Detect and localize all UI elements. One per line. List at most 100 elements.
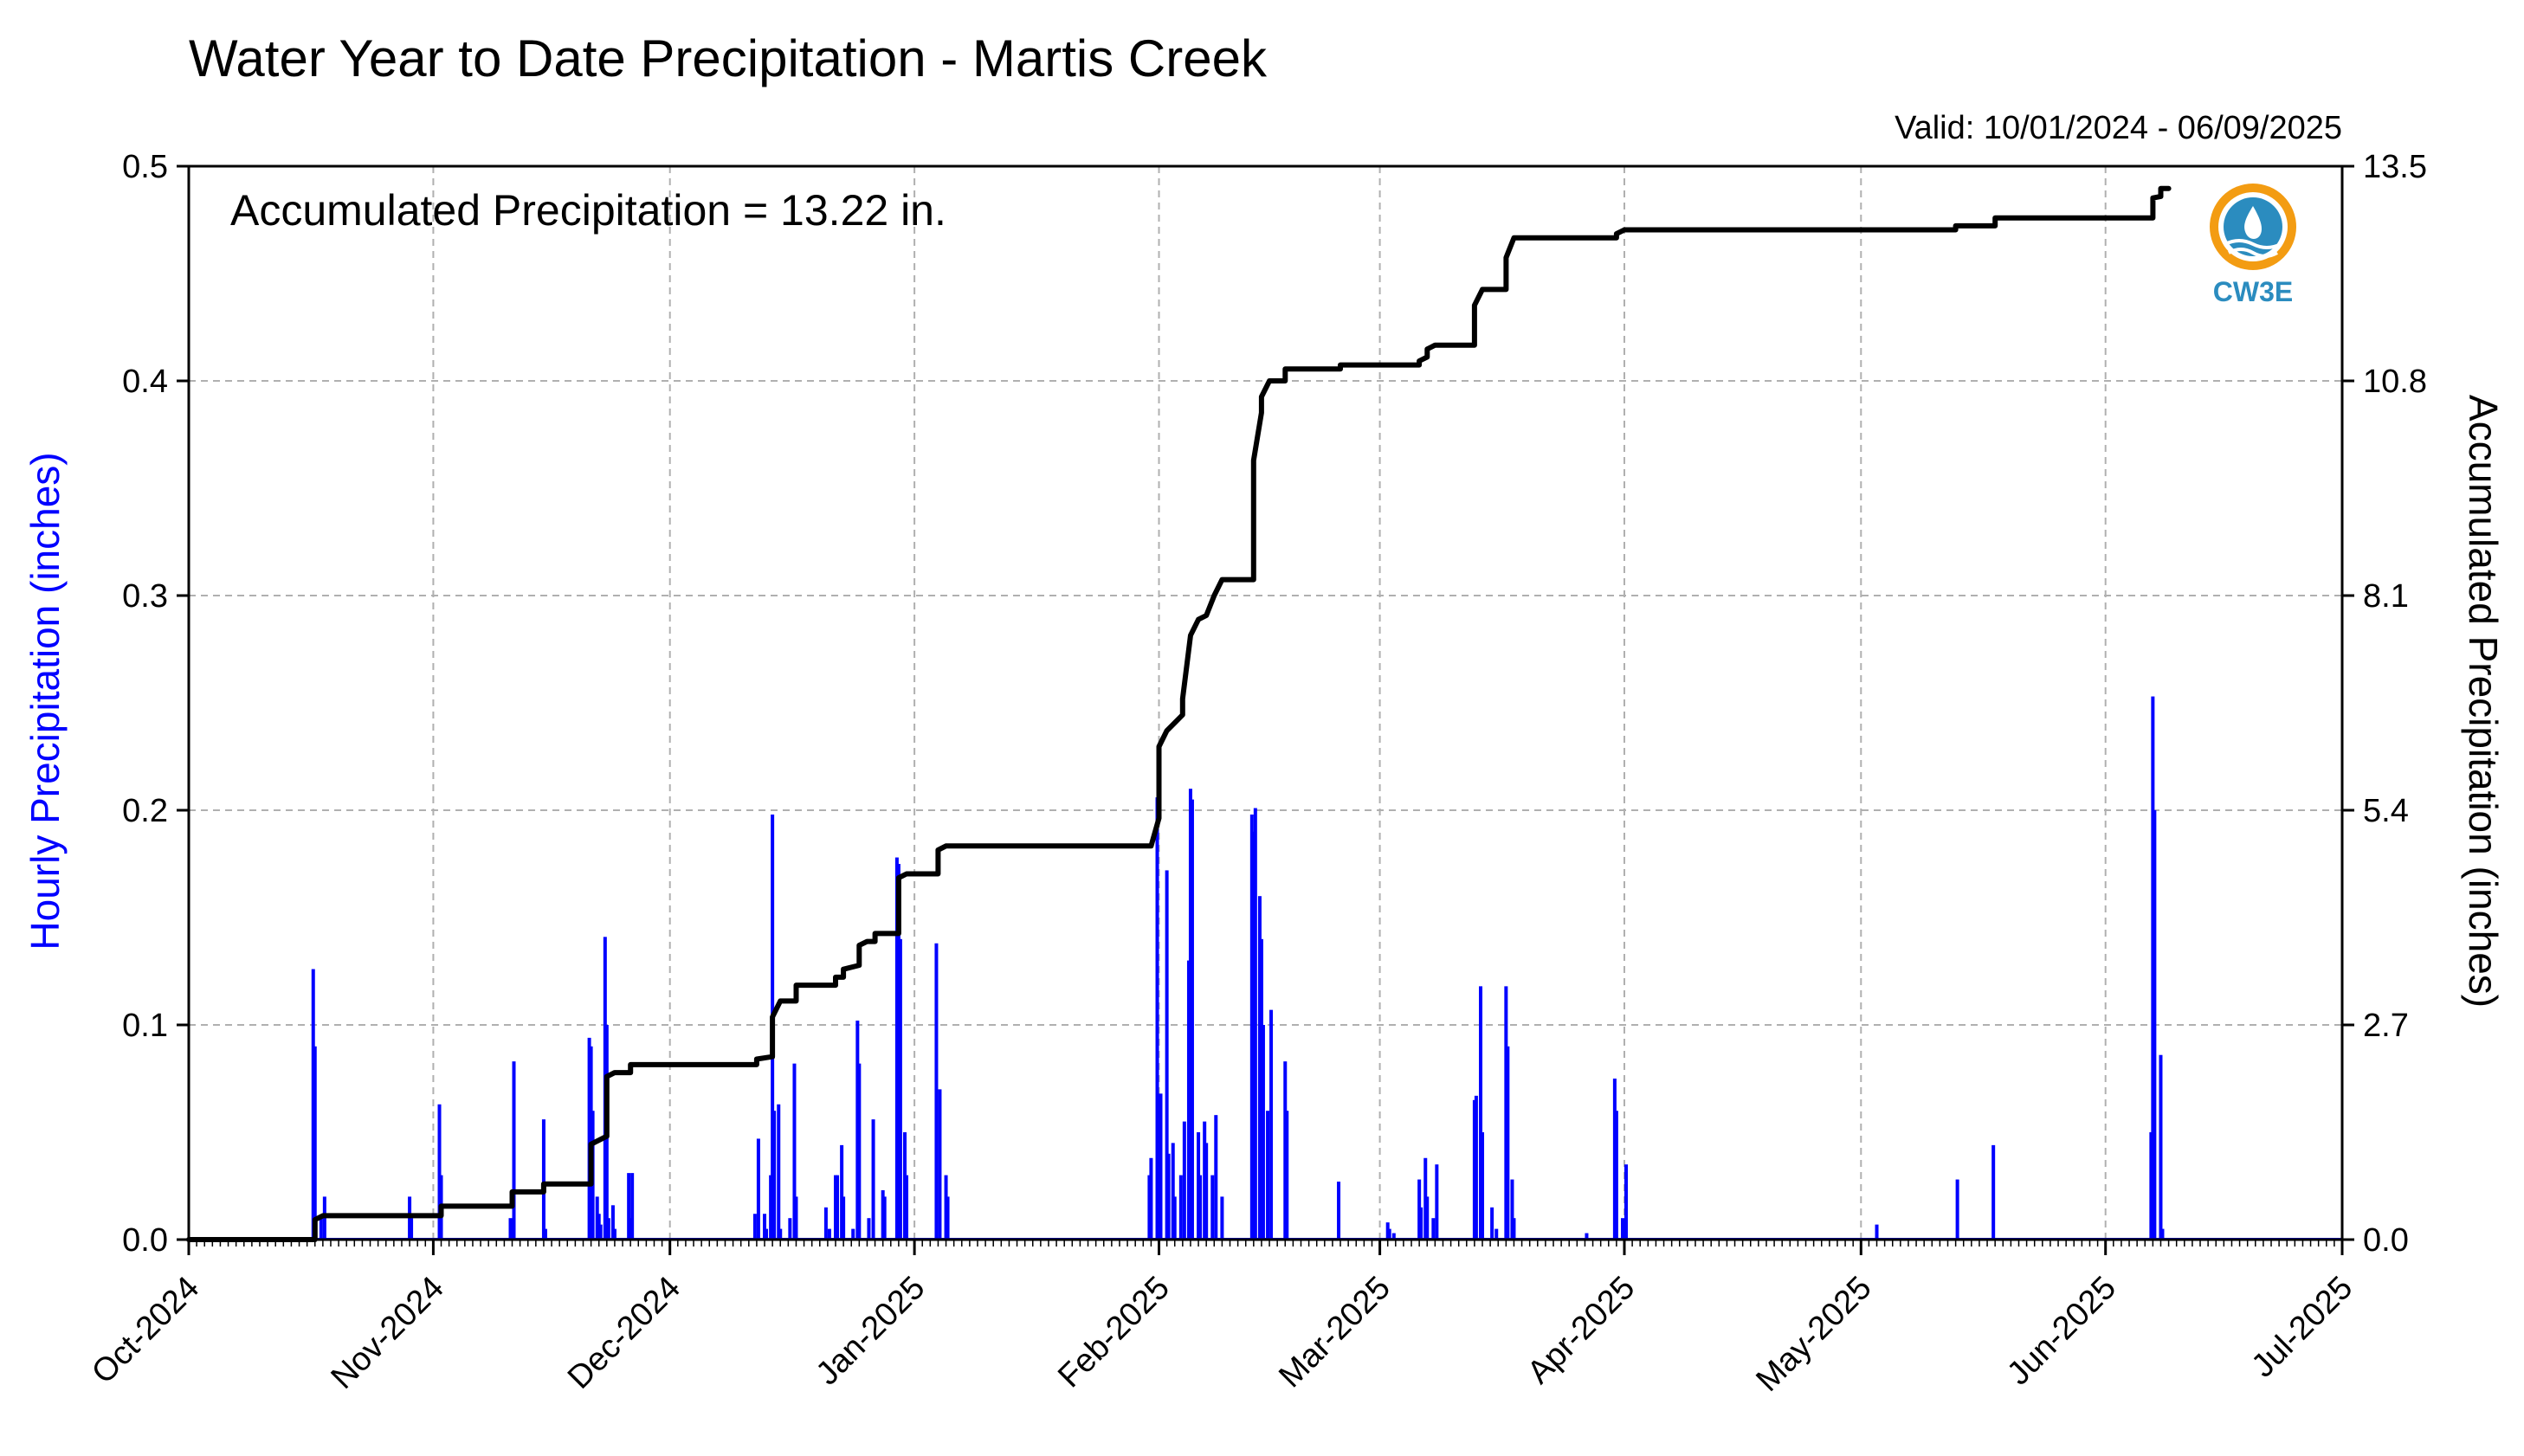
hourly-bar bbox=[1479, 986, 1483, 1240]
hourly-bar bbox=[840, 1144, 844, 1240]
hourly-bar bbox=[778, 1228, 783, 1240]
hourly-bar bbox=[1391, 1233, 1396, 1240]
logo-text: CW3E bbox=[2213, 276, 2293, 307]
hourly-bar bbox=[2153, 810, 2157, 1240]
hourly-bar bbox=[1198, 1175, 1203, 1240]
cw3e-logo: CW3E bbox=[2210, 184, 2296, 307]
y-tick-label: 0.0 bbox=[122, 1222, 168, 1259]
hourly-bar bbox=[938, 1089, 942, 1240]
hourly-bar bbox=[543, 1228, 547, 1240]
hourly-bar bbox=[2149, 1132, 2153, 1240]
hourly-bar bbox=[1585, 1233, 1589, 1240]
y2-tick-label: 2.7 bbox=[2363, 1008, 2409, 1044]
hourly-bar bbox=[946, 1196, 950, 1240]
hourly-bar bbox=[1512, 1218, 1516, 1240]
hourly-bar bbox=[823, 1207, 828, 1240]
hourly-bar bbox=[777, 1104, 781, 1240]
hourly-bar bbox=[630, 1173, 635, 1240]
hourly-bar bbox=[1259, 938, 1263, 1240]
hourly-bar bbox=[1621, 1218, 1624, 1240]
hourly-bar bbox=[627, 1173, 631, 1240]
hourly-bar bbox=[2160, 1228, 2165, 1240]
hourly-bar bbox=[1210, 1175, 1215, 1240]
hourly-bar bbox=[842, 1196, 846, 1240]
hourly-bar bbox=[1178, 1175, 1183, 1240]
y-axis-label: Hourly Precipitation (inches) bbox=[23, 452, 68, 950]
hourly-bar bbox=[319, 1218, 323, 1240]
y2-tick-label: 13.5 bbox=[2363, 149, 2427, 185]
hourly-bar bbox=[836, 1175, 840, 1240]
hourly-bar bbox=[606, 1218, 610, 1240]
hourly-bar bbox=[752, 1214, 757, 1240]
hourly-bar bbox=[541, 1119, 545, 1240]
chart-title: Water Year to Date Precipitation - Marti… bbox=[189, 29, 1268, 87]
accumulated-total-annotation: Accumulated Precipitation = 13.22 in. bbox=[230, 186, 946, 235]
hourly-bar bbox=[905, 1175, 908, 1240]
y-tick-label: 0.2 bbox=[122, 793, 168, 829]
hourly-bar bbox=[1220, 1196, 1224, 1240]
hourly-bar bbox=[612, 1228, 616, 1240]
hourly-bar bbox=[1435, 1164, 1439, 1240]
hourly-bar bbox=[1506, 1046, 1510, 1240]
hourly-bar bbox=[598, 1224, 603, 1240]
hourly-bar bbox=[508, 1218, 513, 1240]
hourly-bar bbox=[857, 1063, 862, 1240]
valid-date-range: Valid: 10/01/2024 - 06/09/2025 bbox=[1895, 110, 2342, 146]
hourly-bar bbox=[794, 1196, 798, 1240]
hourly-bar bbox=[1266, 1111, 1270, 1240]
hourly-bar bbox=[1214, 1115, 1218, 1240]
y-tick-label: 0.5 bbox=[122, 149, 168, 185]
hourly-bar bbox=[1419, 1207, 1423, 1240]
hourly-bar bbox=[1387, 1228, 1391, 1240]
hourly-bar bbox=[1481, 1132, 1485, 1240]
hourly-bar bbox=[1955, 1179, 1959, 1240]
hourly-bar bbox=[2159, 1054, 2163, 1240]
hourly-bar bbox=[512, 1061, 516, 1240]
hourly-bar bbox=[437, 1104, 442, 1240]
hourly-bar bbox=[871, 1119, 875, 1240]
hourly-bar bbox=[772, 1111, 777, 1240]
accumulated-line bbox=[186, 185, 2172, 1242]
hourly-bar bbox=[1159, 1093, 1163, 1240]
y-tick-label: 0.1 bbox=[122, 1008, 168, 1044]
hourly-bar bbox=[1490, 1207, 1494, 1240]
hourly-bar bbox=[1337, 1182, 1341, 1240]
hourly-bar bbox=[1166, 1153, 1171, 1240]
hourly-bar bbox=[1190, 799, 1194, 1240]
hourly-bar bbox=[763, 1214, 767, 1240]
y-tick-label: 0.4 bbox=[122, 364, 168, 400]
hourly-bar bbox=[629, 1218, 633, 1240]
hourly-bar bbox=[1172, 1196, 1177, 1240]
accumulated-precipitation-series bbox=[186, 185, 2172, 1242]
y2-tick-label: 10.8 bbox=[2363, 364, 2427, 400]
hourly-bar bbox=[1155, 797, 1159, 1240]
hourly-bar bbox=[788, 1218, 792, 1240]
hourly-bar bbox=[1510, 1179, 1514, 1240]
y2-axis-label: Accumulated Precipitation (inches) bbox=[2461, 395, 2506, 1008]
hourly-bar bbox=[1204, 1143, 1209, 1240]
hourly-bar bbox=[1875, 1224, 1879, 1240]
y2-tick-label: 5.4 bbox=[2363, 793, 2409, 829]
hourly-bar bbox=[410, 1218, 414, 1240]
hourly-bar bbox=[1251, 831, 1256, 1240]
hourly-bar bbox=[1165, 870, 1169, 1240]
y2-tick-label: 8.1 bbox=[2363, 578, 2409, 615]
hourly-bar bbox=[792, 1063, 797, 1240]
hourly-bar bbox=[1269, 1009, 1274, 1240]
logo-drop-icon bbox=[2244, 206, 2262, 239]
hourly-bar bbox=[313, 1046, 317, 1240]
hourly-bar bbox=[1182, 1121, 1186, 1240]
hourly-bar bbox=[1474, 1095, 1478, 1240]
hourly-bar bbox=[882, 1196, 887, 1240]
hourly-bar bbox=[851, 1228, 855, 1240]
hourly-bar bbox=[827, 1228, 831, 1240]
hourly-bar bbox=[765, 1228, 769, 1240]
hourly-bar bbox=[1991, 1144, 1996, 1240]
hourly-bar bbox=[1494, 1228, 1499, 1240]
hourly-bar bbox=[610, 1205, 615, 1240]
y2-tick-label: 0.0 bbox=[2363, 1222, 2409, 1259]
hourly-bar bbox=[1624, 1164, 1628, 1240]
hourly-bar bbox=[756, 1138, 760, 1240]
hourly-bar bbox=[1186, 960, 1191, 1240]
